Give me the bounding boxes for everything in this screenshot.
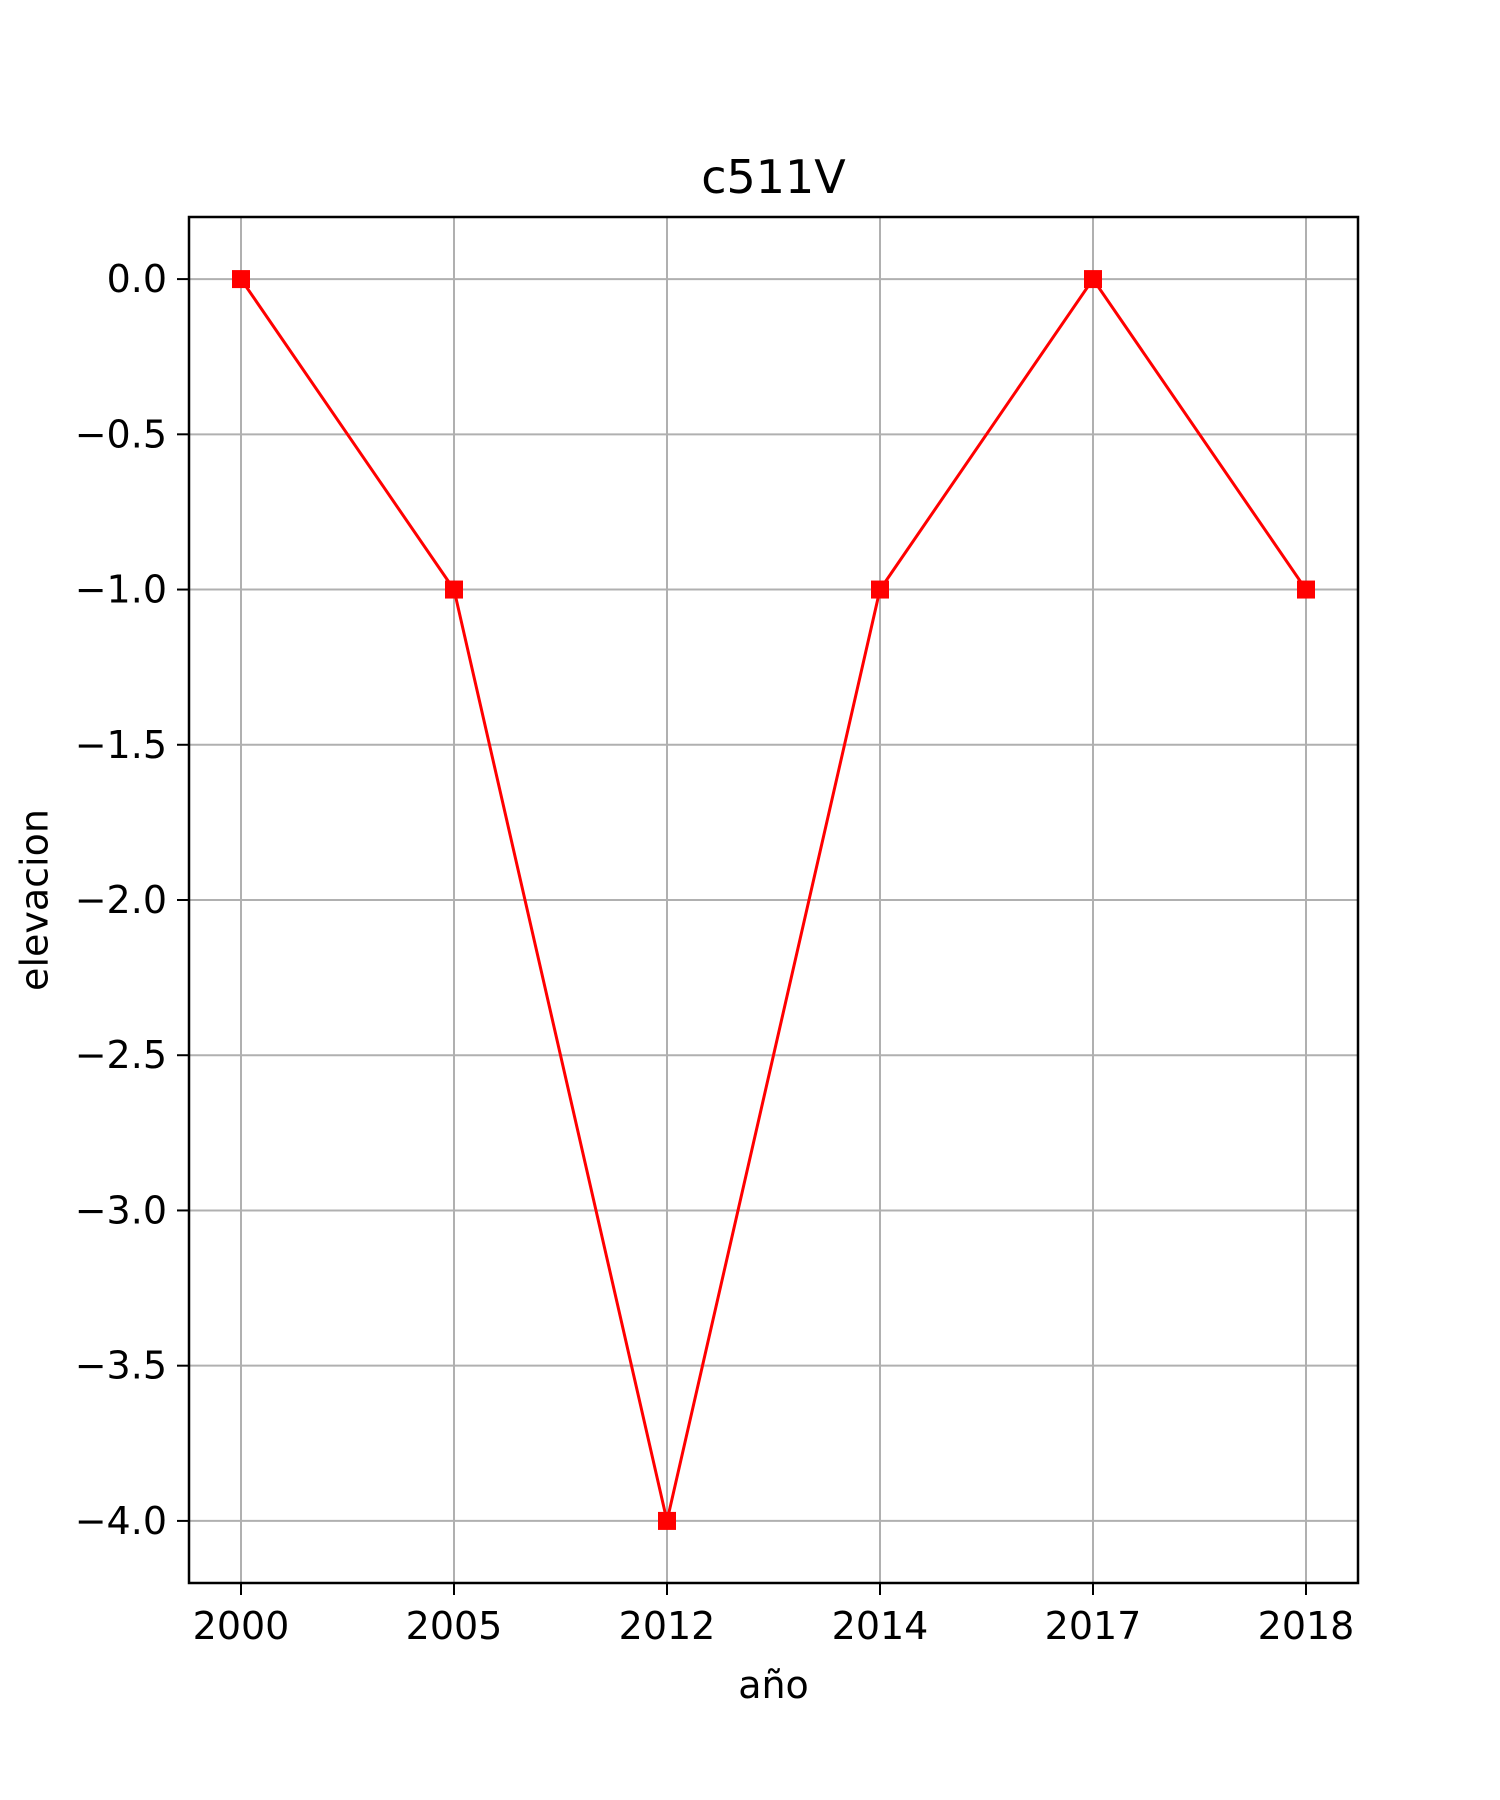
data-point-marker [1297,580,1315,599]
data-point-marker [1084,270,1102,289]
data-point-marker [658,1511,676,1530]
x-tick-label: 2005 [406,1604,503,1648]
y-axis-label: elevacion [12,809,56,991]
x-tick-label: 2012 [619,1604,716,1648]
series-layer [232,270,1315,1530]
x-tick-label: 2018 [1258,1604,1355,1648]
data-point-marker [871,580,889,599]
chart-title: c511V [701,150,846,204]
series-line [239,276,1308,1522]
data-point-marker [445,580,463,599]
data-point-marker [232,270,250,289]
y-tick-label: −0.5 [75,412,167,456]
y-tick-label: −3.5 [75,1344,167,1388]
x-tick-label: 2014 [832,1604,929,1648]
y-tick-label: −2.5 [75,1033,167,1077]
y-tick-label: −1.0 [75,568,167,612]
y-tick-label: −3.0 [75,1188,167,1232]
grid [189,217,1358,1583]
y-tick-label: 0.0 [107,257,167,301]
x-axis-label: año [738,1663,809,1707]
y-tick-label: −4.0 [75,1499,167,1543]
x-tick-label: 2017 [1045,1604,1142,1648]
y-tick-label: −2.0 [75,878,167,922]
ticks: 2000 2005 2012 2014 2017 2018 0.0 −0.5 −1.0 −1.5 −… [75,257,1355,1648]
x-tick-label: 2000 [193,1604,290,1648]
y-tick-label: −1.5 [75,723,167,767]
